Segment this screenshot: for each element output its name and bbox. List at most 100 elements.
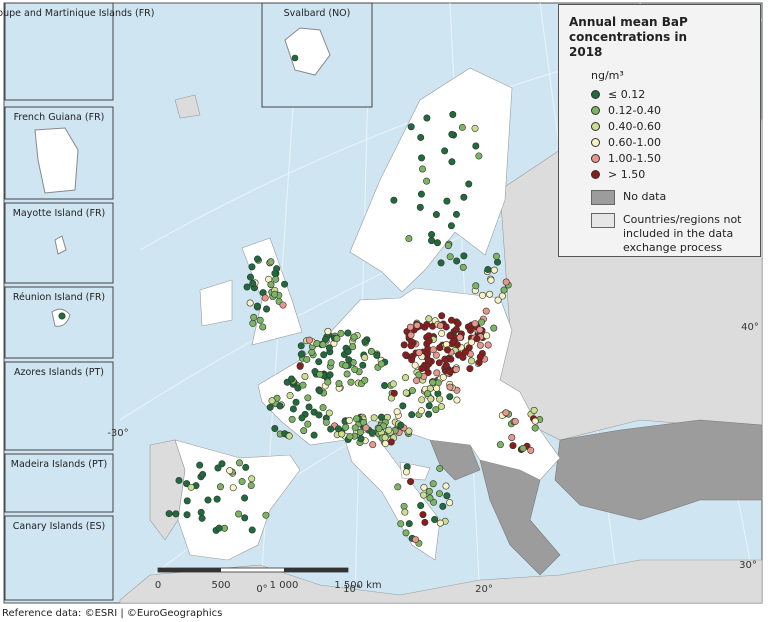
station-dot (271, 425, 279, 433)
station-dot (344, 348, 352, 356)
station-dot (361, 354, 369, 362)
station-dot (390, 196, 398, 204)
station-dot (416, 203, 424, 211)
station-dot (415, 349, 423, 357)
station-dot (406, 323, 414, 331)
station-dot (432, 351, 440, 359)
station-dot (439, 502, 447, 510)
station-dot (443, 346, 451, 354)
station-dot (261, 294, 269, 302)
station-dot (349, 343, 357, 351)
station-dot (367, 347, 375, 355)
station-dot (413, 321, 421, 329)
inset-title: Canary Islands (ES) (13, 521, 106, 532)
station-dot (356, 428, 364, 436)
legend-label: > 1.50 (608, 167, 646, 181)
station-dot (241, 514, 249, 522)
station-dot (353, 415, 361, 423)
station-dot (458, 123, 466, 131)
station-dot (402, 468, 410, 476)
station-dot (415, 371, 423, 379)
station-dot (446, 253, 454, 261)
station-dot (241, 494, 249, 502)
station-dot (216, 483, 224, 491)
station-dot (253, 302, 261, 310)
legend-label: 0.12-0.40 (608, 103, 661, 117)
station-dot (437, 259, 445, 267)
station-dot (472, 282, 480, 290)
station-dot (479, 291, 487, 299)
station-dot (326, 371, 334, 379)
station-dot (369, 441, 377, 449)
station-dot (226, 467, 234, 475)
station-dot (399, 402, 407, 410)
station-dot (429, 346, 437, 354)
station-dot (338, 430, 346, 438)
station-dot (490, 324, 498, 332)
graticule-label: 0° (256, 584, 267, 595)
station-dot (472, 142, 480, 150)
station-dot (427, 395, 435, 403)
legend-area: Countries/regions not included in the da… (591, 213, 750, 255)
station-dot (450, 337, 458, 345)
station-dot (438, 329, 446, 337)
legend-areas: No data Countries/regions not included in… (569, 190, 750, 255)
station-dot (313, 340, 321, 348)
inset-title: Azores Islands (PT) (14, 367, 104, 378)
legend-item: 1.00-1.50 (591, 150, 750, 166)
station-dot (446, 499, 454, 507)
station-dot (418, 365, 426, 373)
station-dot (437, 403, 445, 411)
station-dot (346, 433, 354, 441)
graticule-label: -30° (107, 428, 128, 439)
station-dot (446, 368, 454, 376)
station-dot (436, 519, 444, 527)
station-dot (268, 397, 276, 405)
station-dot (484, 266, 492, 274)
station-dot (362, 424, 370, 432)
station-dot (439, 373, 447, 381)
station-dot (327, 359, 335, 367)
station-dot (337, 329, 345, 337)
station-dot (423, 390, 431, 398)
inset-title: Madeira Islands (PT) (11, 459, 107, 470)
station-dot (453, 396, 461, 404)
legend-item: 0.60-1.00 (591, 134, 750, 150)
station-dot (425, 410, 433, 418)
inset-title: French Guiana (FR) (14, 112, 105, 123)
station-dot (452, 210, 460, 218)
station-dot (447, 355, 455, 363)
station-dot (500, 286, 508, 294)
station-dot (407, 331, 415, 339)
station-dot (262, 511, 270, 519)
station-dot (475, 358, 483, 366)
station-dot (531, 417, 539, 425)
legend-classes: ≤ 0.12 0.12-0.40 0.40-0.60 0.60-1.00 1.00-1.… (569, 86, 750, 182)
station-dot (229, 484, 237, 492)
station-dot (246, 273, 254, 281)
station-dot (448, 158, 456, 166)
station-dot (468, 338, 476, 346)
station-dot (466, 365, 474, 373)
station-dot (271, 290, 279, 298)
station-dot (461, 348, 469, 356)
station-dot (408, 356, 416, 364)
station-dot (58, 312, 66, 320)
station-dot (486, 290, 494, 298)
station-dot (389, 380, 397, 388)
station-dot (397, 520, 405, 528)
legend-dot (591, 153, 600, 163)
station-dot (235, 459, 243, 467)
station-dot (183, 480, 191, 488)
graticule-label: 30° (739, 560, 757, 571)
station-dot (443, 492, 451, 500)
station-dot (492, 252, 500, 260)
station-dot (420, 491, 428, 499)
station-dot (402, 351, 410, 359)
station-dot (407, 342, 415, 350)
station-dot (436, 395, 444, 403)
station-dot (316, 370, 324, 378)
station-dot (441, 147, 449, 155)
inset-box (4, 453, 114, 513)
station-dot (361, 376, 369, 384)
